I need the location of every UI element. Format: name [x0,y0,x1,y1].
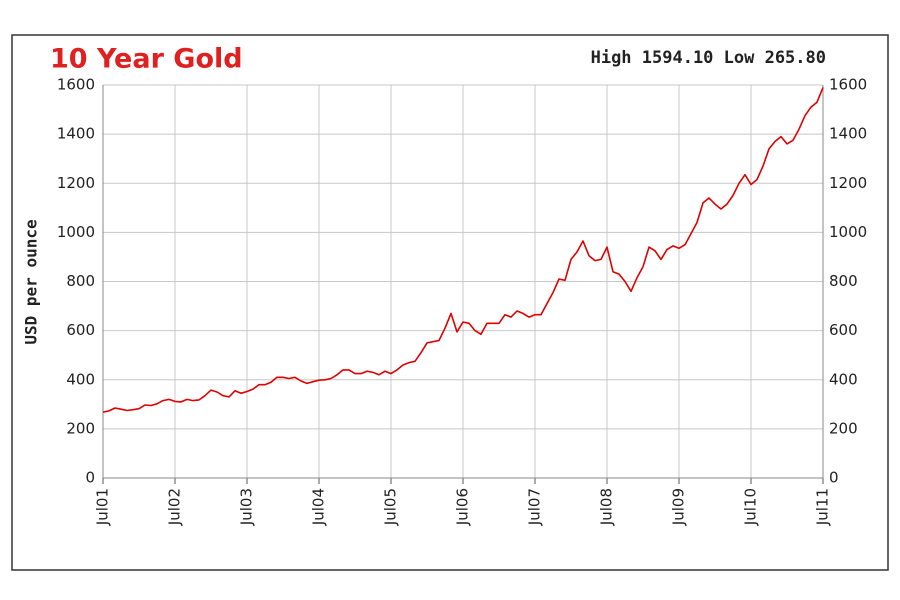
y-tick-label: 1000 [57,223,95,241]
y2-tick-label: 200 [829,419,858,437]
y2-tick-label: 1600 [829,76,867,94]
x-tick-label: Jul09 [670,488,688,526]
x-tick-label: Jul04 [310,488,328,526]
y2-tick-label: 1000 [829,223,867,241]
x-tick-label: Jul08 [598,488,616,526]
y2-tick-label: 1400 [829,125,867,143]
y-tick-label: 1600 [57,76,95,94]
y2-tick-label: 400 [829,370,858,388]
y-tick-label: 800 [66,272,95,290]
y-tick-label: 400 [66,370,95,388]
y2-tick-label: 0 [829,469,839,487]
y-tick-label: 0 [85,469,95,487]
x-tick-label: Jul02 [166,488,184,526]
x-tick-label: Jul05 [382,488,400,526]
high-low: High 1594.10 Low 265.80 [591,48,826,68]
x-tick-label: Jul07 [526,488,544,526]
x-tick-label: Jul01 [94,488,112,526]
y-tick-label: 1400 [57,125,95,143]
y-tick-label: 600 [66,321,95,339]
y-tick-label: 1200 [57,174,95,192]
x-tick-label: Jul10 [742,488,760,526]
x-tick-label: Jul03 [238,488,256,526]
frame [11,34,889,571]
chart-title: 10 Year Gold [50,44,243,75]
y2-tick-label: 600 [829,321,858,339]
y-tick-label: 200 [66,419,95,437]
price-line [102,87,824,413]
y2-tick-label: 1200 [829,174,867,192]
x-tick-label: Jul06 [454,488,472,526]
x-tick-label: Jul11 [814,488,832,526]
y-axis-label: USD per ounce [22,219,41,344]
y2-tick-label: 800 [829,272,858,290]
